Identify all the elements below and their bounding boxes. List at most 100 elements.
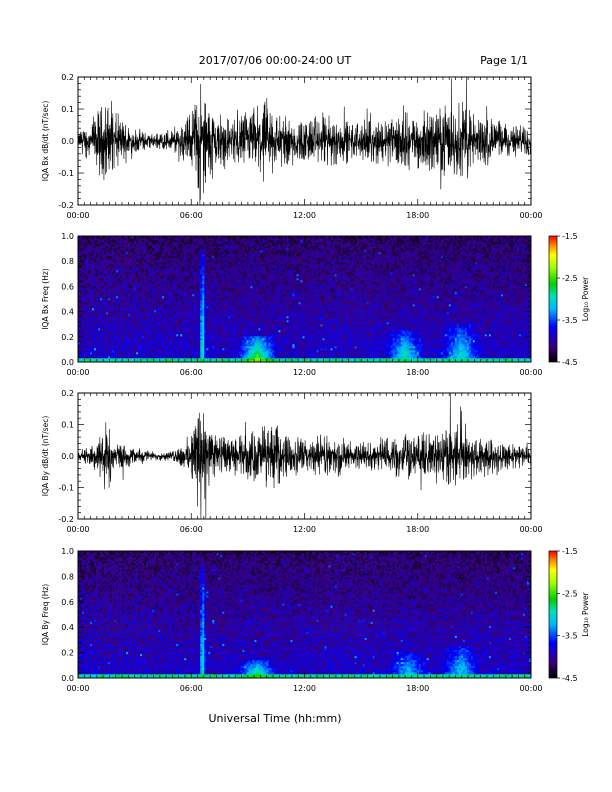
spectrogram-cell — [112, 310, 115, 313]
spectrogram-cell — [144, 292, 147, 295]
spectrogram-cell — [78, 302, 81, 305]
spectrogram-cell — [210, 348, 213, 351]
spectrogram-cell — [154, 272, 157, 275]
spectrogram-cell — [158, 334, 161, 337]
spectrogram-cell — [210, 316, 213, 319]
spectrogram-cell — [96, 352, 99, 355]
spectrogram-cell — [126, 276, 129, 279]
spectrogram-cell — [148, 284, 151, 287]
spectrogram-cell — [168, 326, 171, 329]
spectrogram-cell — [208, 354, 211, 357]
spectrogram-cell — [152, 350, 155, 353]
spectrogram-cell — [80, 280, 83, 283]
spectrogram-cell — [132, 318, 135, 321]
spectrogram-cell — [166, 310, 169, 313]
spectrogram-cell — [206, 332, 209, 335]
spectrogram-cell — [114, 286, 117, 289]
spectrogram-cell — [98, 330, 101, 333]
spectrogram-cell — [124, 250, 127, 253]
spectrogram-cell — [114, 346, 117, 349]
spectrogram-cell — [110, 292, 113, 295]
spectrogram-cell — [106, 342, 109, 345]
spectrogram-cell — [134, 320, 137, 323]
spectrogram-cell — [132, 274, 135, 277]
spectrogram-cell — [176, 310, 179, 313]
spectrogram-cell — [166, 298, 169, 301]
spectrogram-cell — [86, 314, 89, 317]
spectrogram-cell — [148, 324, 151, 327]
spectrogram-cell — [78, 242, 81, 245]
spectrogram-cell — [154, 360, 157, 363]
spectrogram-cell — [172, 352, 175, 355]
spectrogram-cell — [102, 318, 105, 321]
spectrogram-cell — [96, 338, 99, 341]
spectrogram-cell — [140, 324, 143, 327]
spectrogram-cell — [228, 332, 231, 335]
spectrogram-cell — [118, 356, 121, 359]
spectrogram-cell — [136, 266, 139, 269]
spectrogram-cell — [86, 320, 89, 323]
spectrogram-cell — [224, 306, 227, 309]
spectrogram-cell — [128, 320, 131, 323]
spectrogram-cell — [134, 292, 137, 295]
spectrogram-cell — [134, 334, 137, 337]
spectrogram-cell — [210, 312, 213, 315]
spectrogram-cell — [146, 332, 149, 335]
spectrogram-cell — [208, 280, 211, 283]
spectrogram-cell — [178, 282, 181, 285]
spectrogram-cell — [180, 294, 183, 297]
spectrogram-cell — [96, 258, 99, 261]
spectrogram-cell — [212, 354, 215, 357]
spectrogram-cell — [86, 290, 89, 293]
spectrogram-cell — [138, 266, 141, 269]
spectrogram-cell — [116, 248, 119, 251]
spectrogram-cell — [94, 322, 97, 325]
spectrogram-cell — [194, 262, 197, 265]
spectrogram-cell — [114, 266, 117, 269]
spectrogram-cell — [108, 352, 111, 355]
spectrogram-cell — [162, 274, 165, 277]
spectrogram-cell — [86, 322, 89, 325]
spectrogram-cell — [190, 320, 193, 323]
spectrogram-cell — [154, 300, 157, 303]
spectrogram-cell — [146, 288, 149, 291]
spectrogram-cell — [110, 308, 113, 311]
spectrogram-cell — [78, 342, 81, 345]
spectrogram-cell — [158, 342, 161, 345]
spectrogram-cell — [126, 334, 129, 337]
spectrogram-cell — [108, 270, 111, 273]
spectrogram-cell — [186, 360, 189, 363]
spectrogram-cell — [88, 270, 91, 273]
spectrogram-cell — [186, 260, 189, 263]
spectrogram-cell — [188, 282, 191, 285]
spectrogram-cell — [112, 268, 115, 271]
spectrogram-cell — [202, 272, 205, 275]
spectrogram-cell — [154, 248, 157, 251]
spectrogram-cell — [182, 320, 185, 323]
spectrogram-cell — [108, 342, 111, 345]
spectrogram-cell — [192, 248, 195, 251]
spectrogram-cell — [114, 336, 117, 339]
spectrogram-cell — [190, 304, 193, 307]
spectrogram-cell — [98, 312, 101, 315]
spectrogram-cell — [150, 300, 153, 303]
spectrogram-cell — [136, 254, 139, 257]
spectrogram-cell — [182, 294, 185, 297]
spectrogram-cell — [98, 348, 101, 351]
spectrogram-cell — [154, 306, 157, 309]
spectrogram-cell — [148, 256, 151, 259]
spectrogram-cell — [226, 254, 229, 257]
spectrogram-cell — [156, 274, 159, 277]
spectrogram-cell — [118, 254, 121, 257]
spectrogram-cell — [186, 306, 189, 309]
spectrogram-cell — [108, 292, 111, 295]
spectrogram-cell — [84, 286, 87, 289]
spectrogram-cell — [118, 288, 121, 291]
spectrogram-cell — [192, 252, 195, 255]
spectrogram-cell — [212, 294, 215, 297]
spectrogram-cell — [130, 322, 133, 325]
spectrogram-cell — [218, 238, 221, 241]
spectrogram-cell — [86, 296, 89, 299]
spectrogram-cell — [224, 268, 227, 271]
spectrogram-cell — [218, 338, 221, 341]
